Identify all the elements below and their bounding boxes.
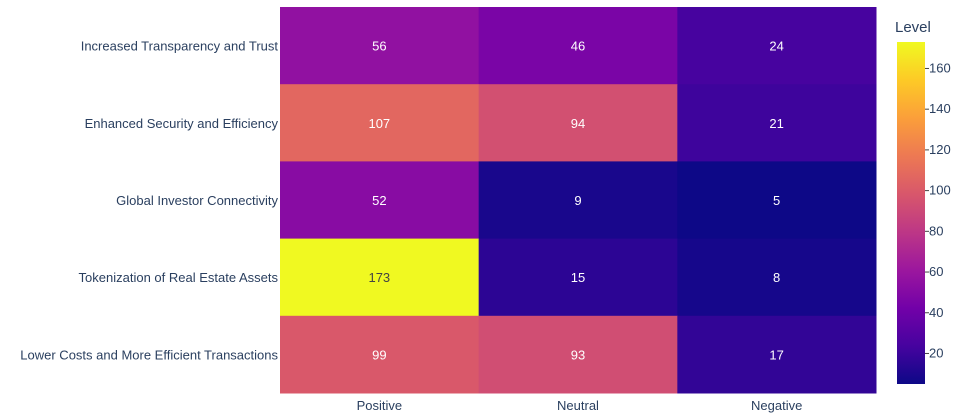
x-tick-label: Positive xyxy=(357,398,403,413)
y-tick-label: Lower Costs and More Efficient Transacti… xyxy=(20,347,278,362)
heatmap-cell xyxy=(478,238,678,317)
heatmap-cell xyxy=(478,161,678,240)
cell-value-label: 9 xyxy=(574,193,581,208)
heatmap-cell xyxy=(478,84,678,162)
y-tick-label: Enhanced Security and Efficiency xyxy=(85,116,279,131)
cell-value-label: 15 xyxy=(571,270,585,285)
cell-value-label: 5 xyxy=(773,193,780,208)
y-tick-label: Global Investor Connectivity xyxy=(116,193,278,208)
colorbar-gradient xyxy=(897,42,925,384)
colorbar-tick-label: 60 xyxy=(929,264,943,279)
cell-value-label: 93 xyxy=(571,347,585,362)
heatmap-cell xyxy=(280,161,480,240)
heatmap-cells xyxy=(280,7,877,394)
heatmap-cell xyxy=(677,84,877,162)
cell-value-label: 52 xyxy=(372,193,386,208)
y-tick-label: Increased Transparency and Trust xyxy=(81,39,279,54)
colorbar-tick-label: 120 xyxy=(929,142,951,157)
heatmap-cell xyxy=(478,315,678,394)
colorbar: Level 20 40 60 80 100 120 140 160 xyxy=(895,19,951,384)
colorbar-tick-label: 20 xyxy=(929,345,943,360)
heatmap-cell xyxy=(280,84,480,162)
colorbar-tick-label: 160 xyxy=(929,60,951,75)
cell-value-label: 173 xyxy=(368,270,390,285)
heatmap-cell xyxy=(677,315,877,394)
x-tick-label: Neutral xyxy=(557,398,599,413)
cell-value-label: 56 xyxy=(372,39,386,54)
colorbar-tick-label: 40 xyxy=(929,305,943,320)
colorbar-tick-labels: 20 40 60 80 100 120 140 160 xyxy=(925,60,951,360)
y-tick-label: Tokenization of Real Estate Assets xyxy=(79,270,279,285)
cell-value-label: 17 xyxy=(769,347,783,362)
x-axis-tick-labels: Positive Neutral Negative xyxy=(357,398,803,413)
heatmap-cell xyxy=(677,7,877,85)
cell-value-label: 21 xyxy=(769,116,783,131)
cell-value-labels: 56 46 24 107 94 21 52 9 5 173 15 8 99 93 17 xyxy=(368,39,783,363)
cell-value-label: 99 xyxy=(372,347,386,362)
cell-value-label: 46 xyxy=(571,39,585,54)
colorbar-tick-label: 140 xyxy=(929,101,951,116)
colorbar-tick-label: 80 xyxy=(929,223,943,238)
cell-value-label: 8 xyxy=(773,270,780,285)
heatmap-cell xyxy=(280,238,480,317)
heatmap-cell xyxy=(280,315,480,394)
colorbar-title: Level xyxy=(895,19,931,36)
y-axis-tick-labels: Increased Transparency and Trust Enhanced… xyxy=(20,39,278,363)
heatmap-cell xyxy=(478,7,678,85)
cell-value-label: 24 xyxy=(769,39,783,54)
heatmap-cell xyxy=(677,238,877,317)
heatmap-cell xyxy=(280,7,480,85)
x-tick-label: Negative xyxy=(751,398,802,413)
cell-value-label: 107 xyxy=(368,116,390,131)
heatmap-cell xyxy=(677,161,877,240)
cell-value-label: 94 xyxy=(571,116,585,131)
colorbar-tick-label: 100 xyxy=(929,183,951,198)
